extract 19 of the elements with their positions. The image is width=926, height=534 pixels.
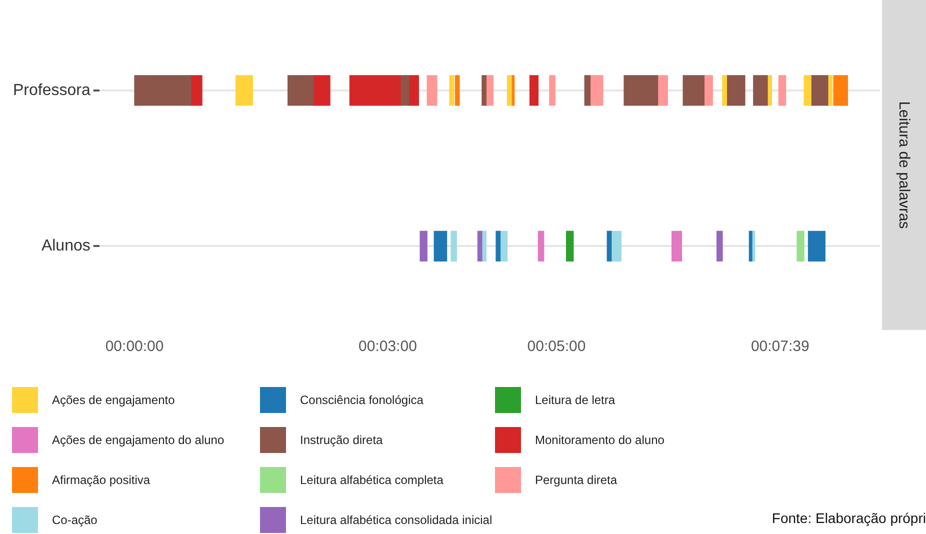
legend-label: Ações de engajamento xyxy=(52,393,175,407)
legend-label: Pergunta direta xyxy=(535,473,618,487)
x-tick-label: 00:05:00 xyxy=(527,338,586,356)
x-tick-label: 00:07:39 xyxy=(750,338,810,356)
source-note: Fonte: Elaboração própri xyxy=(772,510,926,526)
legend-label: Afirmação positiva xyxy=(52,473,150,487)
legend-label: Monitoramento do aluno xyxy=(535,433,664,447)
y-tick-label: Professora xyxy=(12,82,90,99)
legend-label: Consciência fonológica xyxy=(300,393,424,407)
legend-label: Instrução direta xyxy=(300,433,383,447)
legend-label: Co-ação xyxy=(52,513,98,527)
legend-label: Leitura alfabética consolidada inicial xyxy=(300,513,492,527)
y-tick-label: Alunos xyxy=(41,238,90,255)
legend-label: Ações de engajamento do aluno xyxy=(52,433,224,447)
text: Leitura de palavras xyxy=(896,101,912,229)
legend-label: Leitura de letra xyxy=(535,393,616,407)
x-tick-label: 00:03:00 xyxy=(358,338,417,356)
x-tick-label: 00:00:00 xyxy=(105,338,164,356)
legend-label: Leitura alfabética completa xyxy=(300,473,444,487)
